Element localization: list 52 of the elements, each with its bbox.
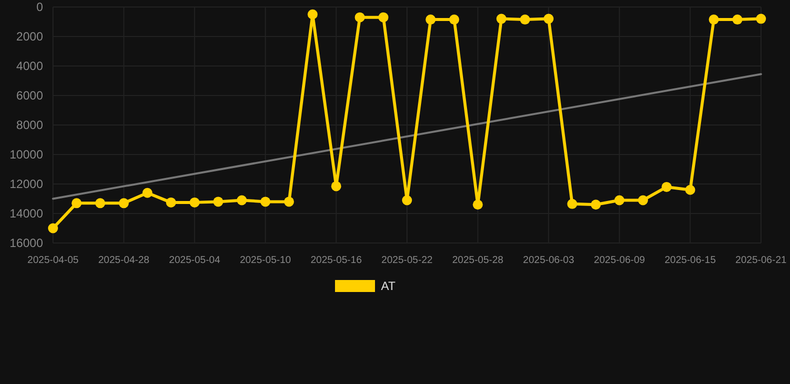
- point: [685, 184, 696, 195]
- point: [662, 182, 672, 192]
- point: [472, 200, 483, 210]
- point: [308, 9, 318, 20]
- y-tick-label: 4000: [16, 59, 44, 74]
- point: [190, 197, 200, 208]
- point: [331, 181, 342, 192]
- x-tick-label: 2025-06-21: [735, 255, 788, 266]
- y-tick-label: 0: [36, 0, 44, 14]
- point: [72, 198, 82, 208]
- y-tick-label: 10000: [10, 148, 44, 162]
- point: [567, 198, 578, 209]
- x-tick-label: 2025-05-04: [169, 255, 221, 266]
- x-tick-label: 2025-06-03: [523, 255, 575, 266]
- point: [354, 12, 365, 22]
- y-tick-label: 2000: [16, 30, 44, 44]
- x-tick-label: 2025-05-16: [310, 255, 362, 266]
- point: [142, 188, 152, 198]
- point: [614, 195, 624, 206]
- point: [638, 195, 648, 206]
- point: [756, 14, 766, 24]
- point: [166, 197, 176, 208]
- x-tick-label: 2025-04-05: [27, 255, 80, 266]
- point: [118, 198, 129, 208]
- point: [95, 198, 106, 208]
- x-tick-label: 2025-05-22: [381, 255, 434, 266]
- point: [732, 14, 742, 25]
- x-tick-label: 2025-06-09: [594, 255, 646, 266]
- legend-label: AT: [381, 279, 396, 294]
- y-tick-label: 6000: [16, 88, 44, 103]
- point: [544, 14, 554, 24]
- point: [236, 195, 247, 206]
- y-tick-label: 14000: [10, 206, 44, 221]
- y-tick-label: 16000: [10, 236, 44, 250]
- point: [260, 196, 270, 207]
- y-tick-label: 8000: [16, 118, 44, 132]
- point: [284, 196, 294, 207]
- x-tick-label: 2025-05-10: [240, 255, 292, 266]
- point: [48, 223, 58, 234]
- point: [496, 14, 506, 24]
- point: [708, 14, 719, 25]
- point: [449, 14, 460, 25]
- x-tick-label: 2025-05-28: [452, 255, 504, 266]
- point: [520, 14, 530, 25]
- point: [378, 12, 388, 22]
- point: [213, 196, 224, 207]
- point: [590, 200, 601, 210]
- point: [402, 195, 412, 206]
- x-tick-label: 2025-06-15: [664, 255, 716, 266]
- x-tick-label: 2025-04-28: [98, 255, 150, 266]
- point: [426, 14, 436, 25]
- y-tick-label: 12000: [10, 177, 44, 192]
